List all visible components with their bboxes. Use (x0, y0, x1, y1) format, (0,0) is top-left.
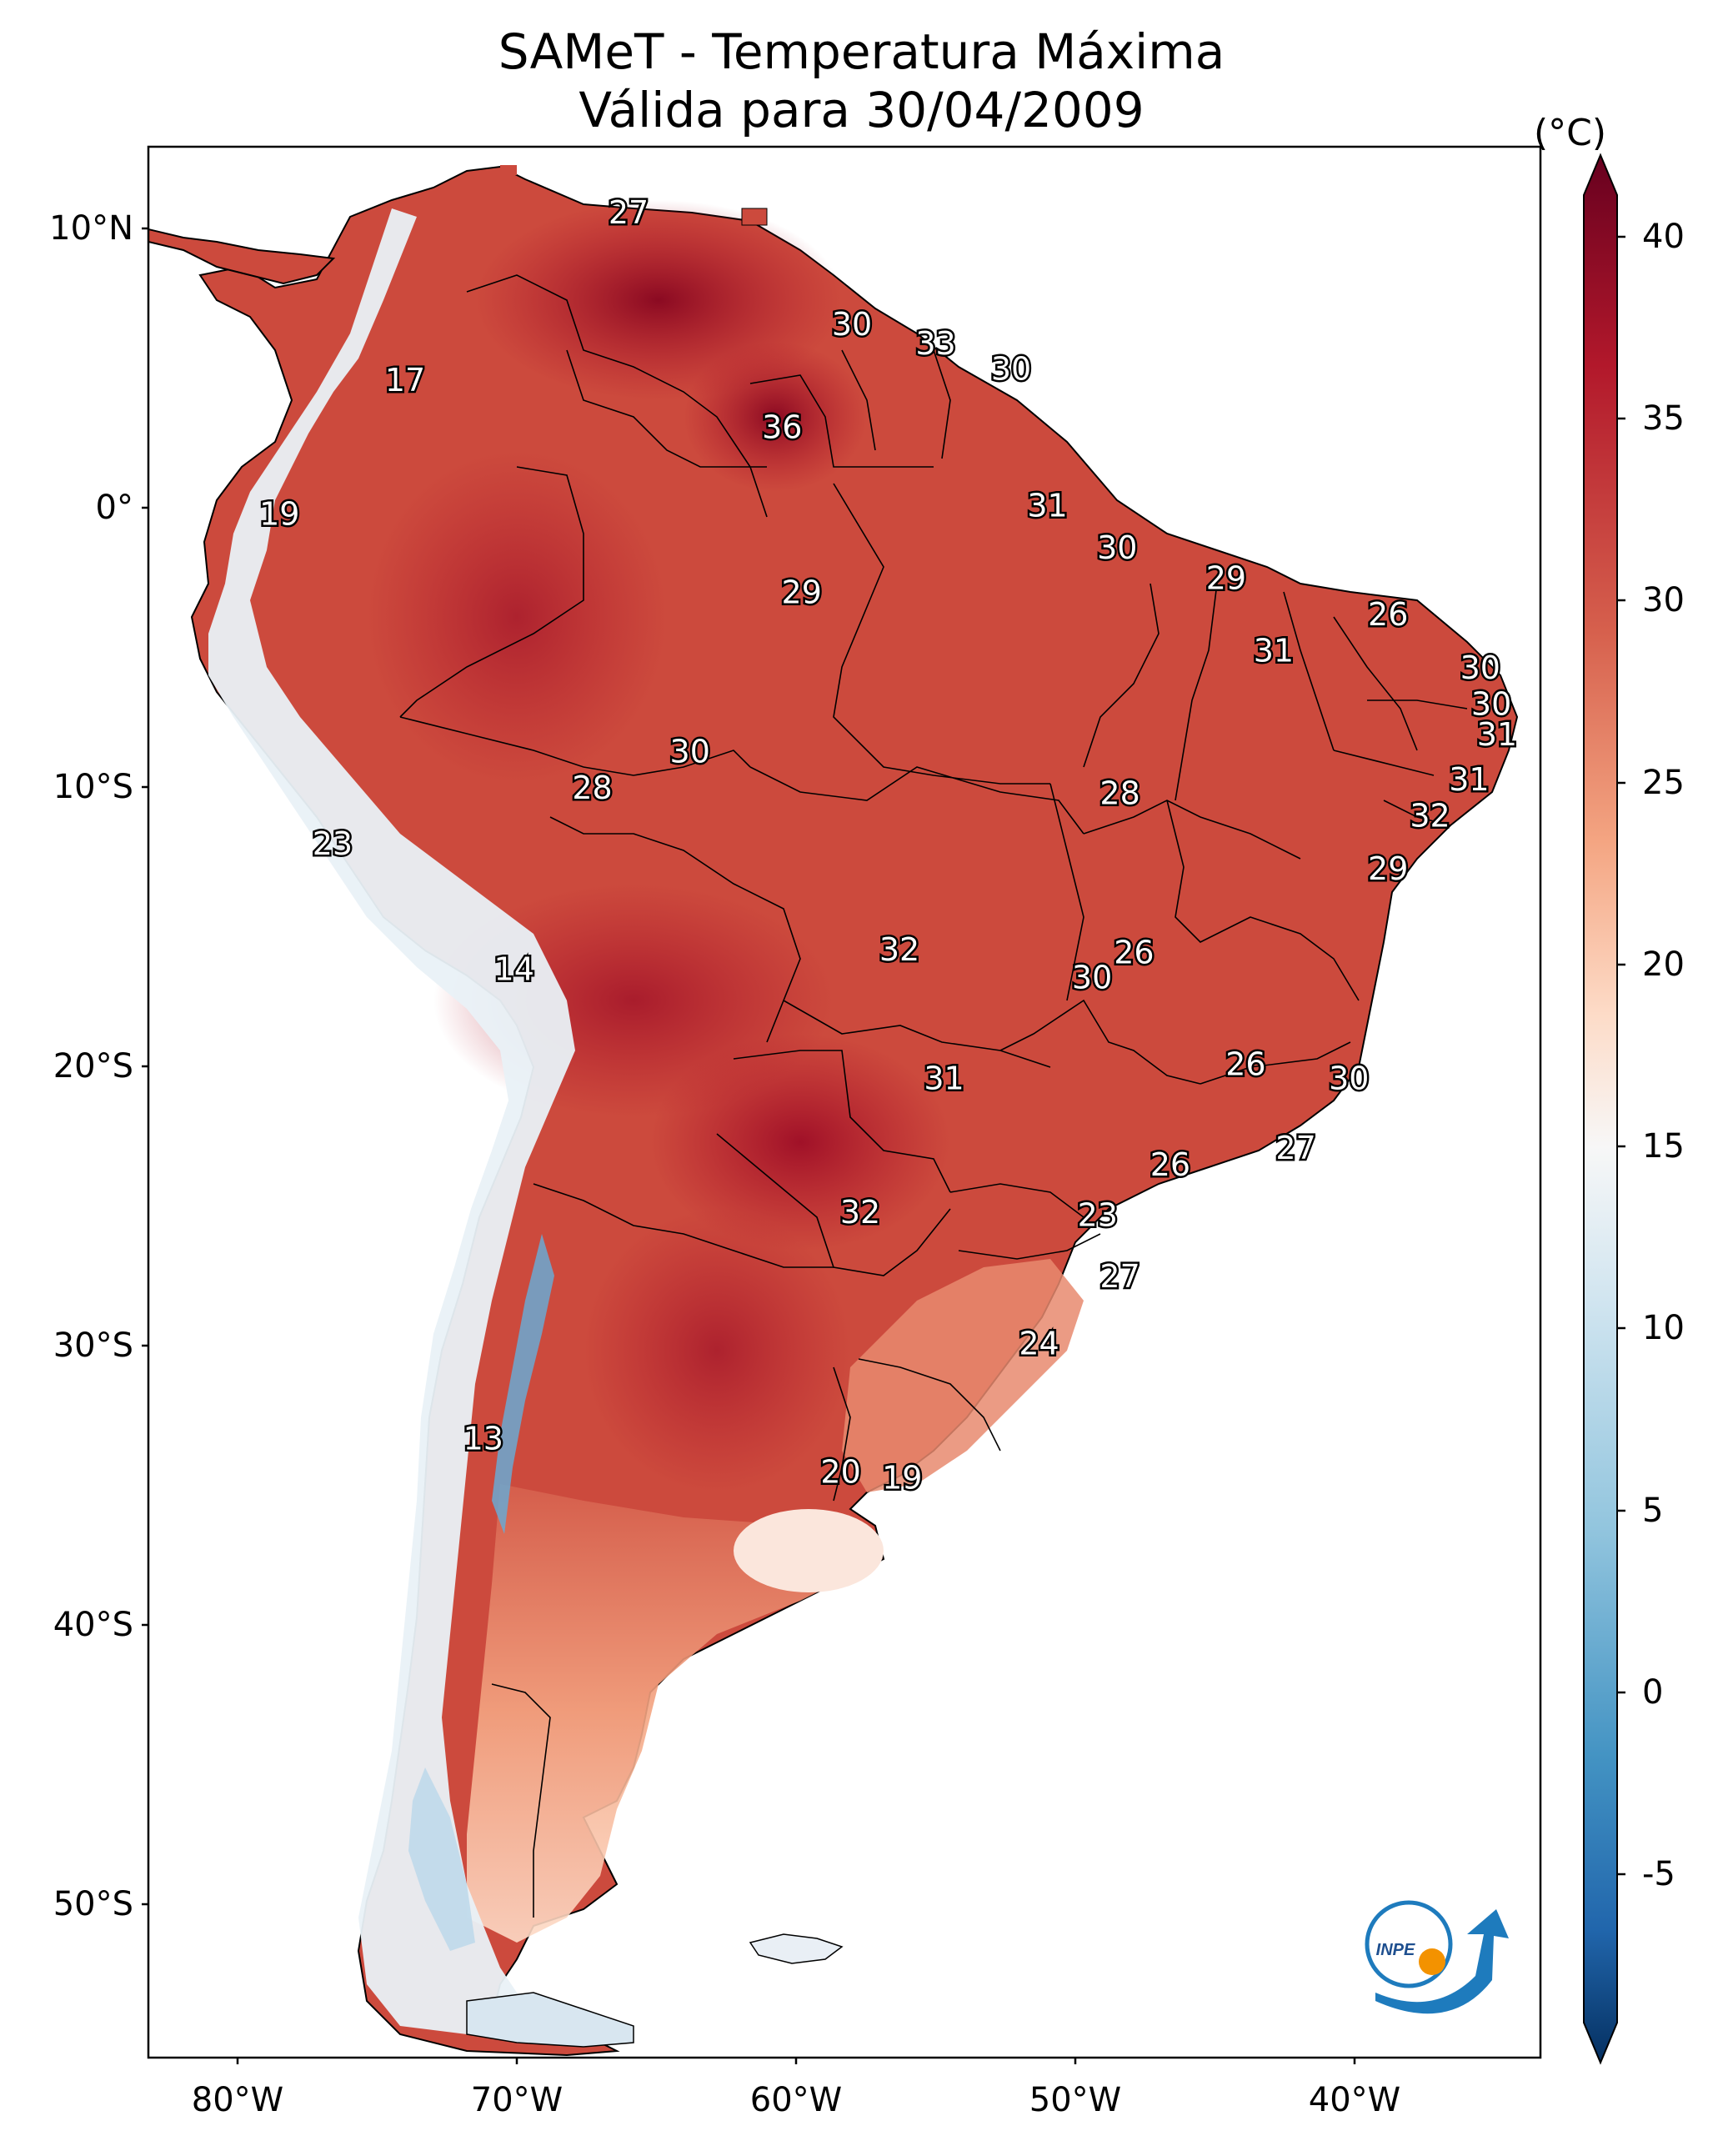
temperature-label: 29 (782, 574, 822, 610)
temperature-label: 24 (1019, 1326, 1059, 1362)
colorbar (1583, 153, 1625, 2065)
logo-orbit-icon (1365, 1900, 1453, 1988)
lat-label-30s: 30°S (53, 1326, 133, 1365)
temperature-label: 13 (463, 1420, 503, 1457)
temperature-label: 26 (1114, 935, 1154, 971)
hot-zone-paraguay (650, 1034, 950, 1251)
axis-ticks (142, 227, 1356, 2064)
temperature-label: 29 (1206, 560, 1246, 597)
falkland-islands (749, 1933, 844, 1964)
temperature-label: 30 (670, 733, 710, 770)
temperature-label: 30 (1329, 1060, 1369, 1096)
temperature-label: 32 (879, 931, 919, 968)
map-frame (147, 145, 1542, 2059)
logo-sun-icon (1419, 1948, 1445, 1975)
hot-zone-roraima (684, 342, 867, 492)
temperature-label: 19 (259, 496, 299, 533)
hot-zone-amazon (367, 450, 667, 784)
temperature-label: 27 (1099, 1258, 1139, 1295)
lat-label-40s: 40°S (53, 1606, 133, 1644)
andes-cool-patagonia (408, 1767, 475, 1951)
temperature-label: 32 (1410, 797, 1450, 834)
andes-cool-band (208, 208, 575, 2034)
temperature-label: 28 (572, 770, 612, 806)
lon-label-80w: 80°W (191, 2081, 284, 2119)
colorbar-ticks (1617, 235, 1625, 1876)
temperature-label: 26 (1368, 596, 1408, 633)
temperature-label: 26 (1225, 1046, 1265, 1083)
temperature-label: 20 (820, 1454, 860, 1491)
temperature-label: 31 (1027, 488, 1067, 524)
map-subtitle: Válida para 30/04/2009 (579, 82, 1144, 138)
colorbar-tick-20: 20 (1642, 945, 1685, 984)
temperature-label: 27 (1275, 1130, 1315, 1166)
temperature-label: 30 (832, 306, 872, 343)
temperature-label: 31 (1449, 761, 1489, 798)
island-aruba (500, 165, 517, 175)
lat-label-10s: 10°S (53, 768, 133, 806)
lon-label-40w: 40°W (1308, 2081, 1401, 2119)
lat-label-20s: 20°S (53, 1047, 133, 1086)
colorbar-tick-5: 5 (1642, 1492, 1664, 1530)
temperature-label: 19 (882, 1459, 922, 1496)
colorbar-tick-minus5: -5 (1642, 1855, 1675, 1893)
temperature-label: 31 (1254, 633, 1294, 669)
colorbar-tick-0: 0 (1642, 1673, 1664, 1712)
temperature-label: 14 (494, 951, 534, 988)
temperature-label: 36 (762, 409, 802, 446)
temperature-label: 27 (609, 194, 649, 231)
temperature-label: 28 (1099, 775, 1139, 812)
temperature-label: 30 (1097, 529, 1137, 566)
colorbar-tick-40: 40 (1642, 218, 1685, 256)
colorbar-tick-15: 15 (1642, 1127, 1685, 1166)
country-borders (399, 274, 1468, 1918)
temperature-label: 17 (385, 362, 425, 399)
temperature-label: 31 (1477, 716, 1517, 753)
lat-label-0: 0° (95, 489, 133, 527)
lon-label-60w: 60°W (749, 2081, 843, 2119)
lon-label-70w: 70°W (470, 2081, 563, 2119)
temperature-label: 32 (840, 1194, 880, 1231)
andes-cold-core (492, 1234, 554, 1534)
colorbar-tick-35: 35 (1642, 399, 1685, 438)
colorbar-tick-25: 25 (1642, 764, 1685, 802)
colorbar-unit: (°C) (1534, 112, 1607, 154)
temperature-label: 30 (991, 350, 1031, 387)
lat-label-10n: 10°N (49, 209, 133, 248)
temperature-label: 30 (1072, 960, 1112, 996)
inpe-logo: INPE (1365, 1900, 1509, 2014)
patagonia-warm (467, 1484, 867, 1943)
lon-label-50w: 50°W (1029, 2081, 1122, 2119)
colorbar-scale (1583, 153, 1618, 2065)
tierra-del-fuego (466, 1992, 634, 2048)
colorbar-tick-30: 30 (1642, 581, 1685, 619)
temperature-label: 31 (924, 1060, 964, 1096)
temperature-label: 30 (1460, 649, 1500, 686)
panama-isthmus (148, 228, 336, 285)
temperature-label: 26 (1150, 1146, 1190, 1183)
temperature-label: 29 (1368, 850, 1408, 887)
logo-arrow-icon (1375, 1909, 1509, 2014)
island-trinidad (741, 208, 768, 226)
temperature-label: 30 (1471, 685, 1511, 722)
lat-label-50s: 50°S (53, 1885, 133, 1923)
cool-zone-southern-brazil (842, 1259, 1084, 1492)
hot-zone-argentina-north (584, 1209, 850, 1492)
map-title: SAMeT - Temperatura Máxima (498, 23, 1225, 80)
temperature-label: 23 (313, 825, 353, 862)
logo-text: INPE (1376, 1941, 1415, 1959)
temperature-label: 23 (1078, 1196, 1118, 1233)
cool-zone-buenos-aires (734, 1509, 884, 1592)
temperature-label: 33 (915, 325, 955, 362)
continent-layer (148, 165, 1519, 2057)
colorbar-tick-10: 10 (1642, 1309, 1685, 1347)
